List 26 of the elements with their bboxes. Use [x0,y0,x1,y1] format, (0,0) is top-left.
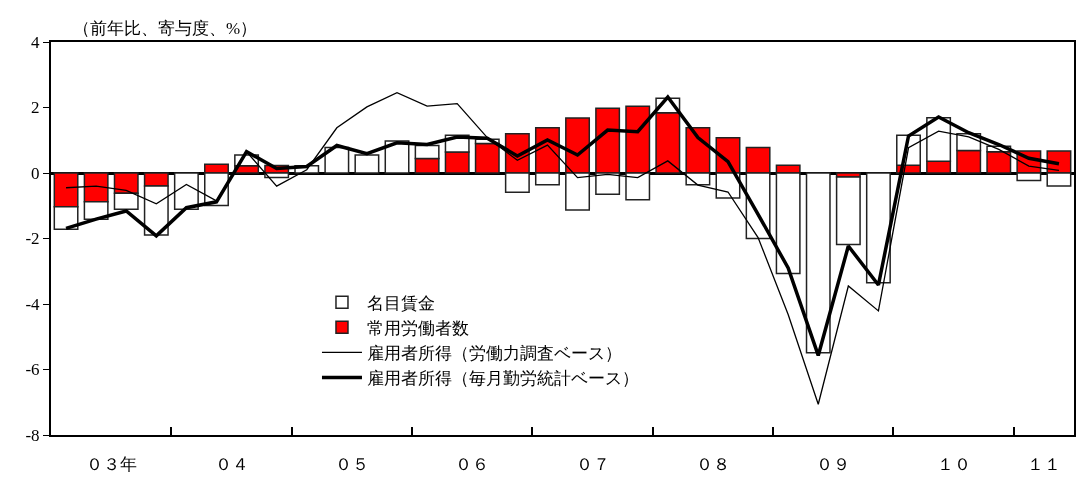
y-tick-label: 4 [31,32,41,52]
text: ０８ [696,455,730,474]
text: １０ [937,455,971,474]
bar [173,172,199,211]
bar [805,172,831,354]
legend-label: 雇用者所得（労働力調査ベース） [366,344,622,364]
bar [835,176,861,246]
y-tick-label: -2 [25,229,40,249]
legend-label: 雇用者所得（毎月勤労統計ベース） [366,369,639,389]
text: ０９ [816,455,850,474]
y-tick-label: -6 [25,360,40,380]
text: ０６ [455,455,489,474]
y-tick-label: 2 [31,98,40,118]
text: ０３年 [86,455,137,474]
y-tick-label: -8 [25,425,40,445]
legend-label: 名目賃金 [366,293,435,313]
text: ０４ [215,455,249,474]
y-axis-title: （前年比、寄与度、%） [73,19,258,38]
text: ０５ [335,455,369,474]
legend-label: 常用労働者数 [366,318,469,338]
bar [354,154,380,174]
bar [474,142,500,174]
text: ０７ [576,455,610,474]
y-tick-label: 0 [31,163,40,183]
text: １１ [1027,455,1061,474]
y-tick-label: -4 [25,294,41,314]
